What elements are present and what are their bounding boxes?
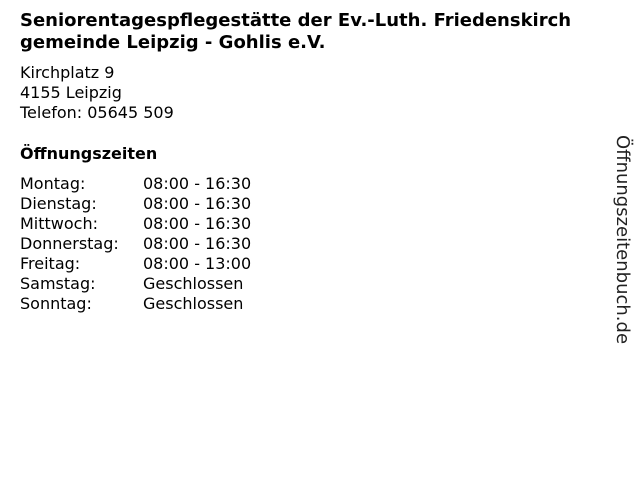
day: Samstag: [20,274,96,293]
street: Kirchplatz 9 [20,63,115,82]
hours-row: Samstag: Geschlossen [20,274,251,294]
hours-row: Sonntag: Geschlossen [20,294,251,314]
day: Montag: [20,174,86,193]
phone: Telefon: 05645 509 [20,103,174,122]
time: 08:00 - 13:00 [143,254,252,273]
time: 08:00 - 16:30 [143,194,252,213]
hours-heading: Öffnungszeiten [20,144,158,163]
time: Geschlossen [143,274,244,293]
hours-row: Mittwoch: 08:00 - 16:30 [20,214,251,234]
city: 4155 Leipzig [20,83,122,102]
address-block: Kirchplatz 9 4155 Leipzig Telefon: 05645… [20,63,174,123]
day: Sonntag: [20,294,92,313]
hours-row: Montag: 08:00 - 16:30 [20,174,251,194]
hours-table: Montag: 08:00 - 16:30 Dienstag: 08:00 - 16… [20,174,251,314]
day: Dienstag: [20,194,97,213]
hours-row: Dienstag: 08:00 - 16:30 [20,194,251,214]
time: 08:00 - 16:30 [143,214,252,233]
hours-row: Freitag: 08:00 - 13:00 [20,254,251,274]
time: Geschlossen [143,294,244,313]
hours-row: Donnerstag: 08:00 - 16:30 [20,234,251,254]
time: 08:00 - 16:30 [143,234,252,253]
day: Freitag: [20,254,81,273]
time: 08:00 - 16:30 [143,174,252,193]
business-name-line2: gemeinde Leipzig - Gohlis e.V. [20,32,326,53]
watermark: Öffnungszeitenbuch.de [612,135,633,345]
business-name: Seniorentagespflegestätte der Ev.-Luth. … [20,10,630,54]
day: Mittwoch: [20,214,98,233]
business-name-line1: Seniorentagespflegestätte der Ev.-Luth. … [20,10,572,31]
day: Donnerstag: [20,234,119,253]
